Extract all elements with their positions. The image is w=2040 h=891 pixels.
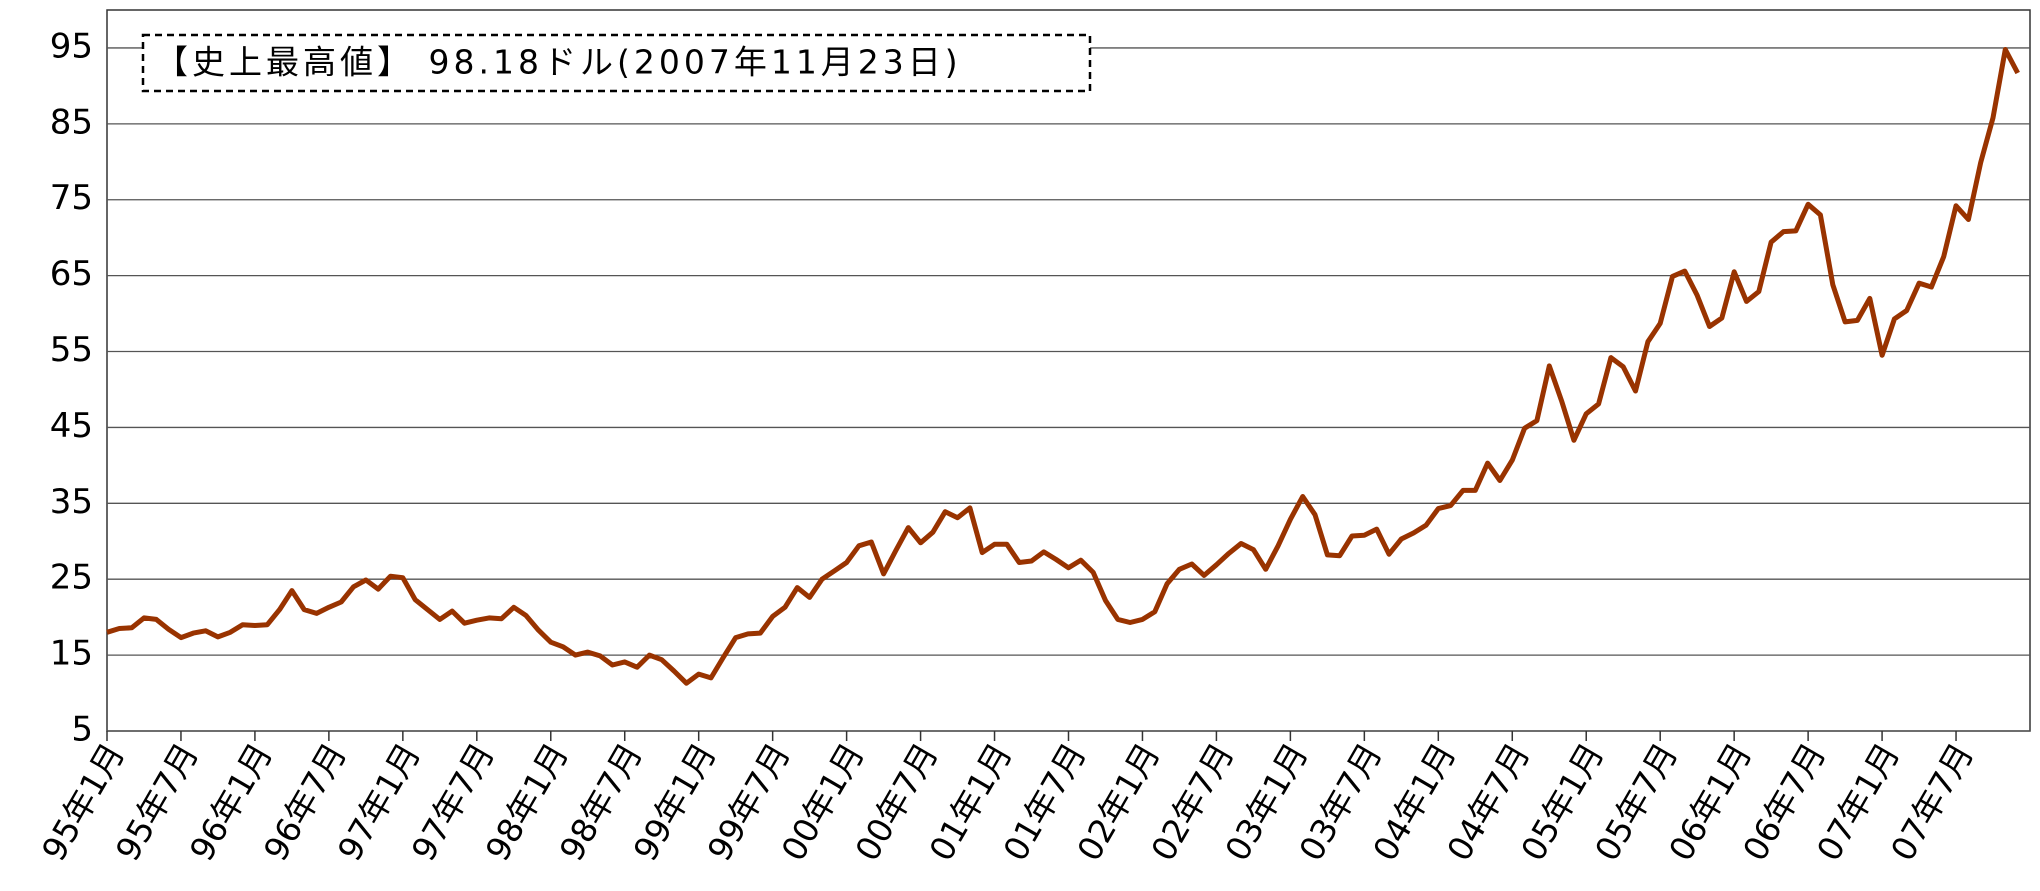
y-tick-label: 75 — [50, 178, 93, 218]
annotation: 【史上最高値】 98.18ドル(2007年11月23日) — [155, 43, 962, 82]
price-line — [106, 47, 2020, 686]
y-tick-label: 55 — [50, 330, 93, 370]
y-tick-label: 25 — [50, 558, 93, 598]
plot-frame — [106, 9, 2031, 732]
y-tick-label: 95 — [50, 26, 93, 66]
y-tick-label: 35 — [50, 482, 93, 522]
y-tick-label: 65 — [50, 254, 93, 294]
y-tick-label: 15 — [50, 634, 93, 674]
y-tick-label: 85 — [50, 102, 93, 142]
y-tick-label: 45 — [50, 406, 93, 446]
y-tick-label: 5 — [71, 710, 93, 750]
annotation-box — [141, 33, 1092, 93]
